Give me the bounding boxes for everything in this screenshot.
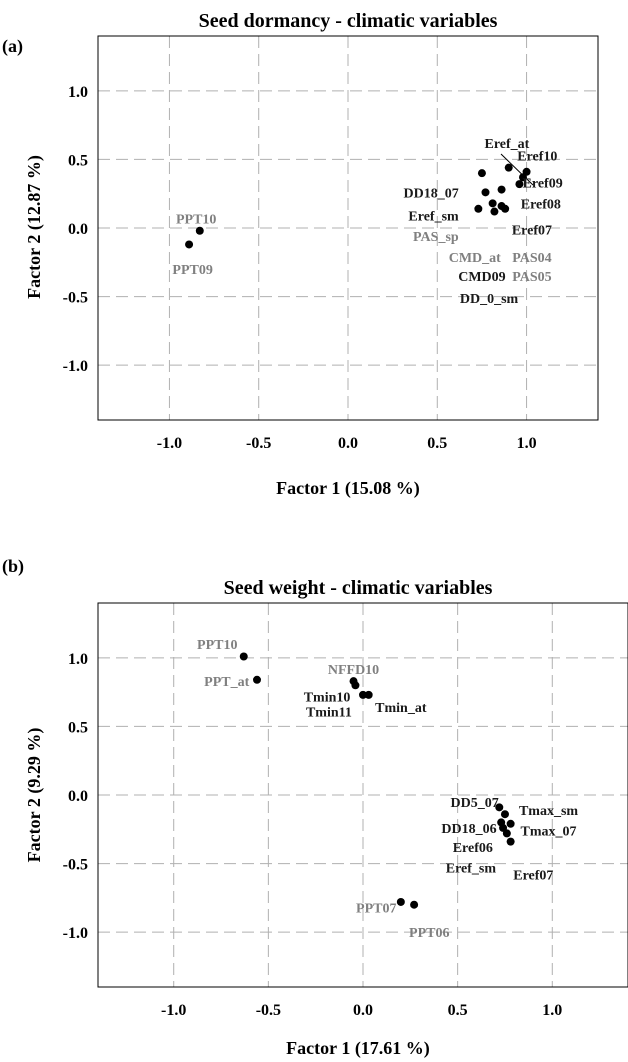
panel-a-title: Seed dormancy - climatic variables <box>199 10 498 32</box>
data-point <box>488 199 497 208</box>
point-label: Tmin10 <box>304 690 351 705</box>
point-label: PPT_at <box>204 675 249 690</box>
point-label: Eref_at <box>485 137 530 152</box>
data-point <box>474 204 483 213</box>
point-label: Eref06 <box>453 841 493 856</box>
data-point <box>501 204 510 213</box>
data-point <box>359 690 367 699</box>
point-label: NFFD10 <box>328 663 379 678</box>
y-tick-label: 0.5 <box>68 719 88 736</box>
data-point <box>497 185 506 194</box>
point-label: DD18_06 <box>441 822 496 837</box>
x-tick-label: -0.5 <box>246 435 271 452</box>
data-point <box>185 240 194 249</box>
point-label: PPT10 <box>176 212 216 227</box>
x-tick-label: 0.5 <box>448 1002 468 1019</box>
point-label: DD5_07 <box>451 796 499 811</box>
point-label: Tmin_at <box>375 701 427 716</box>
point-label: DD_0_sm <box>460 292 519 307</box>
data-point <box>495 803 504 812</box>
data-point <box>506 837 515 846</box>
point-label: Eref09 <box>523 177 563 192</box>
data-point <box>477 169 486 178</box>
panel-a-yticks: 1.0 0.5 0.0 -0.5 -1.0 <box>63 84 88 375</box>
panel-b-frame <box>97 602 628 988</box>
point-label: Tmax_07 <box>521 825 577 840</box>
panel-a-label: (a) <box>2 36 23 57</box>
point-label: PPT10 <box>197 638 237 653</box>
panel-a-xlabel: Factor 1 (15.08 %) <box>276 478 420 499</box>
panel-b-ylabel: Factor 2 (9.29 %) <box>24 728 45 863</box>
panel-b: (b) Seed weight - climatic variables Fac… <box>2 556 628 1059</box>
point-label: Eref08 <box>521 197 561 212</box>
y-tick-label: 0.0 <box>68 788 88 805</box>
y-tick-label: 0.5 <box>68 152 88 169</box>
panel-b-yticks: 1.0 0.5 0.0 -0.5 -1.0 <box>63 651 88 942</box>
point-label: Eref07 <box>513 869 553 884</box>
data-point <box>502 829 511 838</box>
point-label: PPT07 <box>356 901 396 916</box>
panel-b-title: Seed weight - climatic variables <box>224 577 493 599</box>
panel-a-frame <box>97 35 599 421</box>
leader-line <box>500 153 534 186</box>
point-label: Eref_sm <box>446 862 497 877</box>
data-point <box>195 226 204 235</box>
data-point <box>239 652 248 661</box>
point-label: Tmax_sm <box>519 804 578 819</box>
data-point <box>500 810 509 819</box>
y-tick-label: 1.0 <box>68 84 88 101</box>
data-point <box>522 167 531 176</box>
panel-b-xticks: -1.0 -0.5 0.0 0.5 1.0 <box>161 1002 562 1019</box>
point-label: Tmin11 <box>306 705 352 720</box>
point-label: Eref07 <box>512 223 552 238</box>
data-point <box>364 690 373 699</box>
x-tick-label: 0.0 <box>353 1002 373 1019</box>
point-label: PAS_sp <box>413 230 459 245</box>
panel-b-grid <box>98 603 628 987</box>
y-tick-label: 1.0 <box>68 651 88 668</box>
panel-a-grid <box>98 36 598 420</box>
panel-b-labels: PPT10 PPT_at NFFD10 Tmin10 Tmin11 Tmin_a… <box>197 638 578 941</box>
data-point <box>506 819 515 828</box>
x-tick-label: 1.0 <box>542 1002 562 1019</box>
x-tick-label: -0.5 <box>256 1002 281 1019</box>
y-tick-label: 0.0 <box>68 221 88 238</box>
point-label: CMD09 <box>458 270 505 285</box>
point-label: CMD_at <box>449 251 501 266</box>
x-tick-label: -1.0 <box>157 435 182 452</box>
point-label: PPT09 <box>172 263 212 278</box>
panel-a: (a) Seed dormancy - climatic variables F… <box>2 10 599 499</box>
panel-b-label: (b) <box>2 556 24 577</box>
data-point <box>504 163 513 172</box>
point-label: Eref10 <box>517 149 557 164</box>
point-label: PPT06 <box>409 926 449 941</box>
y-tick-label: -0.5 <box>63 857 88 874</box>
point-label: PAS05 <box>512 270 551 285</box>
panel-b-points <box>239 652 515 909</box>
data-point <box>396 897 405 906</box>
y-tick-label: -0.5 <box>63 290 88 307</box>
data-point <box>351 681 360 690</box>
panel-a-xticks: -1.0 -0.5 0.0 0.5 1.0 <box>157 435 537 452</box>
y-tick-label: -1.0 <box>63 358 88 375</box>
data-point <box>515 180 524 189</box>
point-label: PAS04 <box>512 251 551 266</box>
data-point <box>253 675 261 684</box>
x-tick-label: 0.5 <box>427 435 447 452</box>
point-label: DD18_07 <box>403 186 458 201</box>
point-label: Eref_sm <box>408 210 459 225</box>
panel-a-points <box>185 163 531 249</box>
data-point <box>410 900 419 909</box>
panel-a-ylabel: Factor 2 (12.87 %) <box>24 155 45 299</box>
x-tick-label: 0.0 <box>338 435 358 452</box>
x-tick-label: 1.0 <box>517 435 537 452</box>
panel-a-labels: PPT10 PPT09 Eref_at Eref10 DD18_07 Eref0… <box>172 137 562 307</box>
panel-b-xlabel: Factor 1 (17.61 %) <box>286 1038 430 1059</box>
data-point <box>481 188 490 197</box>
y-tick-label: -1.0 <box>63 925 88 942</box>
data-point <box>490 207 499 216</box>
x-tick-label: -1.0 <box>161 1002 186 1019</box>
